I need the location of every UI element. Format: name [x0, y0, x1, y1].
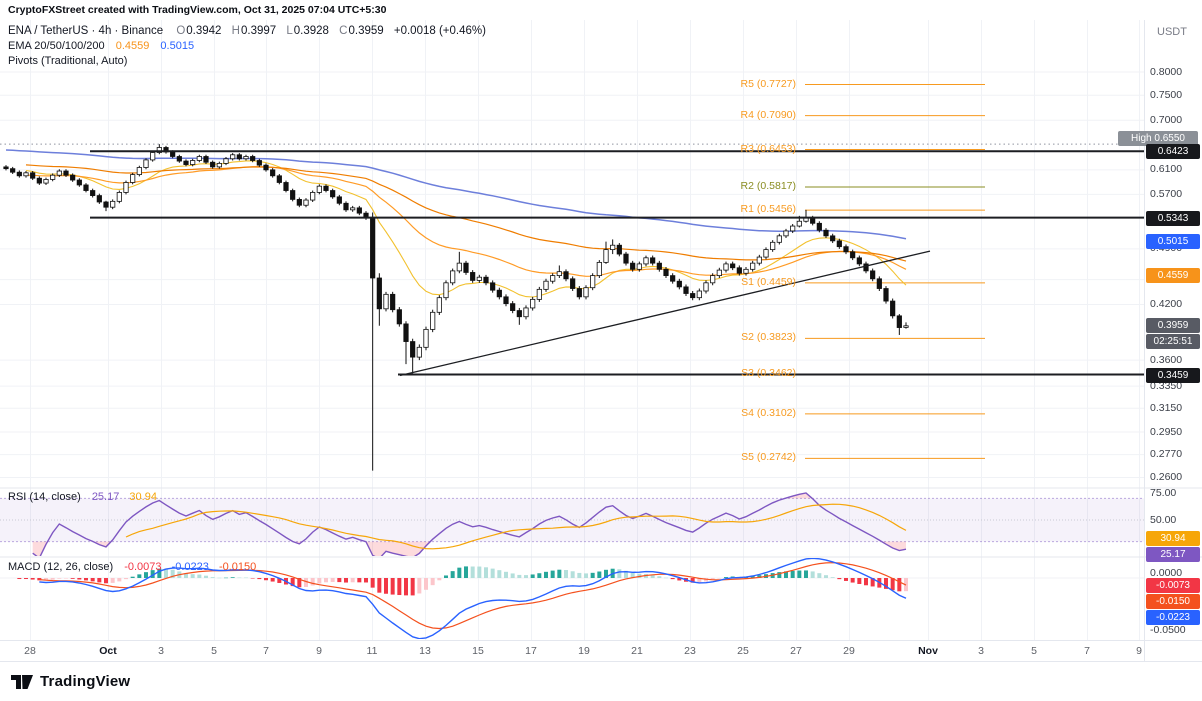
pivot-label-r1: R1 (0.5456)	[740, 203, 796, 216]
price-tick-label: 0.2600	[1150, 471, 1183, 483]
macd-title: MACD (12, 26, close)	[8, 561, 114, 573]
time-tick-label: 5	[211, 645, 217, 657]
time-tick-label: 28	[24, 645, 36, 657]
time-tick-label: 9	[316, 645, 322, 657]
time-tick-label: 9	[1136, 645, 1142, 657]
rsi-tick-label: 50.00	[1150, 513, 1177, 526]
symbol-row[interactable]: ENA / TetherUS · 4h · Binance O0.3942 H0…	[8, 24, 486, 38]
time-tick-label: 11	[366, 645, 378, 657]
ema-row[interactable]: EMA 20/50/100/200 0.4559 0.5015	[8, 39, 486, 53]
time-tick-label: Nov	[918, 645, 938, 657]
time-tick-label: 21	[631, 645, 643, 657]
price-tick-label: 0.3600	[1150, 353, 1183, 366]
symbol-title[interactable]: ENA / TetherUS · 4h · Binance	[8, 25, 164, 37]
pivot-label-r2: R2 (0.5817)	[740, 180, 796, 192]
price-tick-label: 0.7000	[1150, 113, 1183, 126]
macd-hist-value: -0.0073	[124, 561, 162, 573]
rsi-value-badge: 25.17	[1146, 547, 1200, 562]
change-value: +0.0018 (+0.46%)	[393, 25, 486, 37]
price-tick-label: 0.2950	[1150, 425, 1183, 438]
time-tick-label: 27	[790, 645, 802, 657]
rsi-value: 25.17	[91, 491, 120, 503]
pivot-label-r3: R3 (0.6453)	[740, 142, 796, 155]
price-tick-label: 0.2770	[1150, 448, 1183, 461]
price-tick-label: 0.3150	[1150, 401, 1183, 414]
macd-signal-value: -0.0150	[218, 561, 257, 573]
footer-brand[interactable]: TradingView	[40, 673, 131, 690]
rsi-title: RSI (14, close)	[8, 491, 81, 503]
pivot-label-r5: R5 (0.7727)	[740, 77, 796, 90]
pivot-label-s3: S3 (0.3462)	[741, 367, 796, 380]
time-tick-label: Oct	[99, 645, 117, 657]
time-tick-label: 19	[578, 645, 590, 657]
ema-label: EMA 20/50/100/200	[8, 40, 105, 52]
last-price-badge: 0.3959	[1146, 318, 1200, 334]
pivot-label-r4: R4 (0.7090)	[740, 108, 796, 121]
chart-legend: ENA / TetherUS · 4h · Binance O0.3942 H0…	[8, 24, 486, 69]
price-level-badge: 0.4559	[1146, 267, 1200, 283]
ohlc-close: C0.3959	[339, 25, 384, 37]
price-tick-label: 0.4200	[1150, 298, 1183, 310]
price-tick-label: 0.6100	[1150, 163, 1183, 176]
attribution-text: CryptoFXStreet created with TradingView.…	[8, 4, 387, 16]
high-price-badge: High 0.6550	[1118, 131, 1198, 147]
pivots-row[interactable]: Pivots (Traditional, Auto)	[8, 54, 486, 68]
macd-header[interactable]: MACD (12, 26, close) -0.0073 -0.0223 -0.…	[8, 561, 263, 573]
pivot-label-s2: S2 (0.3823)	[741, 331, 796, 344]
time-tick-label: 13	[419, 645, 431, 657]
price-level-badge: 0.6423	[1146, 144, 1200, 160]
price-level-badge: 0.3459	[1146, 367, 1200, 383]
time-tick-label: 7	[263, 645, 269, 657]
price-level-badge: 0.5015	[1146, 233, 1200, 249]
price-tick-label: 0.5700	[1150, 187, 1183, 200]
macd-hist-badge: -0.0073	[1146, 578, 1200, 593]
time-tick-label: 15	[472, 645, 484, 657]
macd-tick-label: -0.0500	[1150, 624, 1186, 636]
ohlc-open: O0.3942	[176, 25, 222, 37]
rsi-tick-label: 75.00	[1150, 486, 1177, 499]
footer: TradingView	[0, 662, 1202, 701]
price-tick-label: 0.3350	[1150, 379, 1183, 392]
time-tick-label: 17	[525, 645, 537, 657]
price-tick-label: 0.7500	[1150, 88, 1183, 101]
macd-line-value: -0.0223	[171, 561, 209, 573]
time-tick-label: 3	[158, 645, 164, 657]
pivot-label-s1: S1 (0.4459)	[741, 275, 796, 288]
rsi-ma-value: 30.94	[129, 491, 157, 503]
macd-signal-badge: -0.0150	[1146, 594, 1200, 609]
macd-tick-label: 0.0000	[1150, 567, 1183, 579]
time-tick-label: 29	[843, 645, 855, 657]
time-tick-label: 25	[737, 645, 749, 657]
pivot-label-s4: S4 (0.3102)	[741, 406, 796, 419]
ema-value-orange: 0.4559	[115, 40, 150, 52]
time-tick-label: 3	[978, 645, 984, 657]
price-level-badge: 0.5343	[1146, 210, 1200, 226]
quote-currency-label: USDT	[1157, 26, 1187, 38]
rsi-ma-badge: 30.94	[1146, 531, 1200, 546]
tradingview-logo-icon[interactable]	[10, 670, 34, 694]
macd-line-badge: -0.0223	[1146, 610, 1200, 625]
time-tick-label: 23	[684, 645, 696, 657]
time-tick-label: 5	[1031, 645, 1037, 657]
price-tick-label: 0.8000	[1150, 65, 1183, 78]
ohlc-high: H0.3997	[231, 25, 277, 37]
pivots-label: Pivots (Traditional, Auto)	[8, 55, 128, 67]
ohlc-low: L0.3928	[286, 25, 329, 37]
ema-value-blue: 0.5015	[160, 40, 195, 52]
rsi-header[interactable]: RSI (14, close) 25.17 30.94	[8, 491, 164, 503]
bar-countdown-badge: 02:25:51	[1146, 334, 1200, 350]
time-tick-label: 7	[1084, 645, 1090, 657]
pivot-label-s5: S5 (0.2742)	[741, 451, 796, 464]
